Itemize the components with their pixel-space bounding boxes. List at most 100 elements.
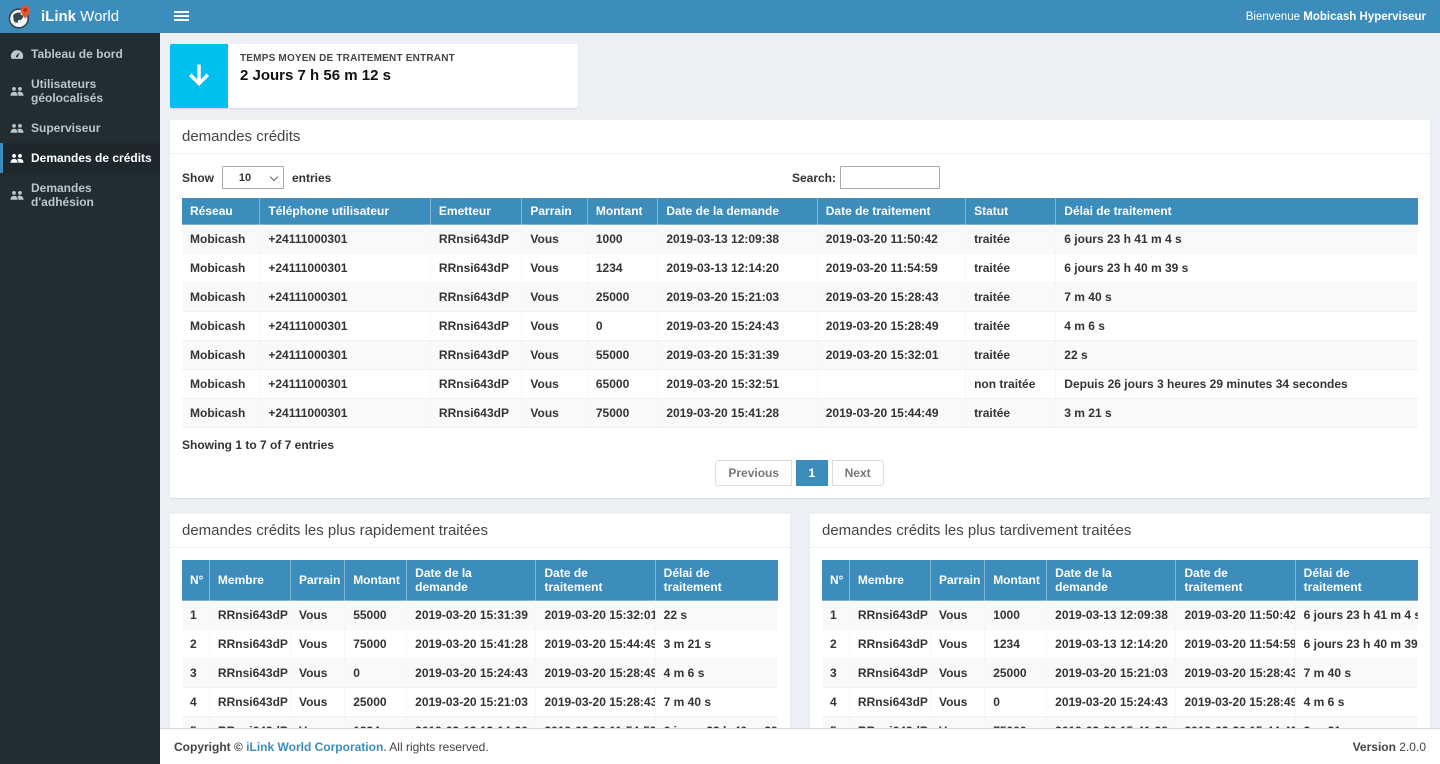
table-cell: 2019-03-13 12:09:38 xyxy=(1047,601,1176,630)
column-header[interactable]: Téléphone utilisateur xyxy=(260,198,431,225)
sidebar-item-superviseur[interactable]: Superviseur xyxy=(0,113,160,143)
table-cell: Vous xyxy=(930,717,984,729)
table-cell: 6 jours 23 h 40 m 39 s xyxy=(655,717,778,729)
table-row: 4RRnsi643dPVous02019-03-20 15:24:432019-… xyxy=(822,688,1418,717)
table-cell: RRnsi643dP xyxy=(209,630,290,659)
show-label: Show xyxy=(182,171,214,185)
table-header-row: N°MembreParrainMontantDate de la demande… xyxy=(822,560,1418,601)
table-cell: RRnsi643dP xyxy=(209,717,290,729)
table-cell: 2 xyxy=(182,630,209,659)
table-cell: 4 m 6 s xyxy=(1295,688,1418,717)
welcome-text: Bienvenue Mobicash Hyperviseur xyxy=(1246,11,1426,23)
credits-table: RéseauTéléphone utilisateurEmetteurParra… xyxy=(182,198,1418,428)
sidebar-nav: Tableau de bordUtilisateurs géolocalisés… xyxy=(0,33,160,217)
fastest-table: N°MembreParrainMontantDate de la demande… xyxy=(182,560,778,728)
column-header[interactable]: Parrain xyxy=(522,198,588,225)
table-cell: 0 xyxy=(985,688,1047,717)
table-row: Mobicash+24111000301RRnsi643dPVous100020… xyxy=(182,225,1418,254)
table-cell: RRnsi643dP xyxy=(209,659,290,688)
page-1-button[interactable]: 1 xyxy=(796,460,829,486)
table-cell: traitée xyxy=(966,283,1056,312)
table-cell: 5 xyxy=(182,717,209,729)
search-input[interactable] xyxy=(840,166,940,189)
column-header[interactable]: Statut xyxy=(966,198,1056,225)
page-length-select[interactable]: 10 xyxy=(222,166,284,189)
table-row: Mobicash+24111000301RRnsi643dPVous650002… xyxy=(182,370,1418,399)
table-row: Mobicash+24111000301RRnsi643dPVous123420… xyxy=(182,254,1418,283)
column-header: N° xyxy=(822,560,849,601)
sidebar-item-demandes-de-cr-dits[interactable]: Demandes de crédits xyxy=(0,143,160,173)
table-row: Mobicash+24111000301RRnsi643dPVous250002… xyxy=(182,283,1418,312)
panel-demandes-credits: demandes crédits Show 10 entries Search: xyxy=(170,120,1430,498)
table-cell: 1234 xyxy=(985,630,1047,659)
table-cell: RRnsi643dP xyxy=(849,717,930,729)
search-control: Search: xyxy=(792,166,940,189)
table-cell: 2019-03-13 12:09:38 xyxy=(658,225,817,254)
table-cell: 22 s xyxy=(1056,341,1418,370)
table-cell: 1234 xyxy=(587,254,657,283)
column-header[interactable]: Montant xyxy=(587,198,657,225)
table-cell: +24111000301 xyxy=(260,254,431,283)
column-header[interactable]: Délai de traitement xyxy=(1056,198,1418,225)
table-cell: 2019-03-20 15:44:49 xyxy=(536,630,655,659)
next-page-button[interactable]: Next xyxy=(832,460,884,486)
column-header: Parrain xyxy=(930,560,984,601)
table-cell: +24111000301 xyxy=(260,225,431,254)
table-cell: 0 xyxy=(587,312,657,341)
table-cell: non traitée xyxy=(966,370,1056,399)
page-length-select-input[interactable]: 10 xyxy=(223,167,283,188)
column-header: N° xyxy=(182,560,209,601)
users-icon xyxy=(10,152,24,165)
sidebar-item-utilisateurs-g-olocalis-s[interactable]: Utilisateurs géolocalisés xyxy=(0,69,160,113)
table-cell: Vous xyxy=(290,659,344,688)
table-cell: Mobicash xyxy=(182,312,260,341)
table-cell: Mobicash xyxy=(182,370,260,399)
table-cell: RRnsi643dP xyxy=(849,601,930,630)
table-cell: 75000 xyxy=(345,630,407,659)
table-cell: 2019-03-20 15:24:43 xyxy=(1047,688,1176,717)
company-link[interactable]: iLink World Corporation xyxy=(246,740,383,754)
table-cell: RRnsi643dP xyxy=(430,399,521,428)
previous-page-button[interactable]: Previous xyxy=(715,460,792,486)
table-cell: Vous xyxy=(522,312,588,341)
table-cell: 65000 xyxy=(587,370,657,399)
stat-label: TEMPS MOYEN DE TRAITEMENT ENTRANT xyxy=(240,53,455,64)
table-cell: 55000 xyxy=(587,341,657,370)
table-cell: Vous xyxy=(522,225,588,254)
table-cell: 1 xyxy=(822,601,849,630)
table-row: Mobicash+24111000301RRnsi643dPVous02019-… xyxy=(182,312,1418,341)
table-cell: 22 s xyxy=(655,601,778,630)
column-header: Date de traitement xyxy=(1176,560,1295,601)
sidebar-item-label: Demandes de crédits xyxy=(31,151,152,165)
column-header: Date de la demande xyxy=(1047,560,1176,601)
sidebar-item-tableau-de-bord[interactable]: Tableau de bord xyxy=(0,39,160,69)
brand-title: iLink World xyxy=(41,8,119,25)
table-cell: 6 jours 23 h 40 m 39 s xyxy=(1295,630,1418,659)
table-cell: +24111000301 xyxy=(260,399,431,428)
table-cell: Vous xyxy=(930,688,984,717)
latest-table: N°MembreParrainMontantDate de la demande… xyxy=(822,560,1418,728)
table-cell: 2019-03-20 15:28:49 xyxy=(817,312,965,341)
brand[interactable]: iLink World xyxy=(0,0,160,33)
table-cell: RRnsi643dP xyxy=(849,659,930,688)
stat-card-avg-processing-time: TEMPS MOYEN DE TRAITEMENT ENTRANT 2 Jour… xyxy=(170,44,578,108)
column-header[interactable]: Date de traitement xyxy=(817,198,965,225)
column-header[interactable]: Date de la demande xyxy=(658,198,817,225)
table-cell: Mobicash xyxy=(182,283,260,312)
table-cell: 4 xyxy=(822,688,849,717)
table-cell: Mobicash xyxy=(182,254,260,283)
table-cell: 2019-03-13 12:14:20 xyxy=(1047,630,1176,659)
table-cell: 2 xyxy=(822,630,849,659)
table-cell: 2019-03-13 12:14:20 xyxy=(407,717,536,729)
table-cell: 2019-03-20 11:54:59 xyxy=(817,254,965,283)
table-cell: 2019-03-20 15:41:28 xyxy=(407,630,536,659)
table-cell: 2019-03-20 15:28:43 xyxy=(817,283,965,312)
menu-toggle-icon[interactable] xyxy=(174,11,189,22)
table-cell: 3 m 21 s xyxy=(1056,399,1418,428)
table-cell: 2019-03-20 15:31:39 xyxy=(658,341,817,370)
panel-latest-processed: demandes crédits les plus tardivement tr… xyxy=(810,514,1430,728)
column-header[interactable]: Emetteur xyxy=(430,198,521,225)
column-header[interactable]: Réseau xyxy=(182,198,260,225)
stat-value: 2 Jours 7 h 56 m 12 s xyxy=(240,67,455,84)
sidebar-item-demandes-d-adh-sion[interactable]: Demandes d'adhésion xyxy=(0,173,160,217)
